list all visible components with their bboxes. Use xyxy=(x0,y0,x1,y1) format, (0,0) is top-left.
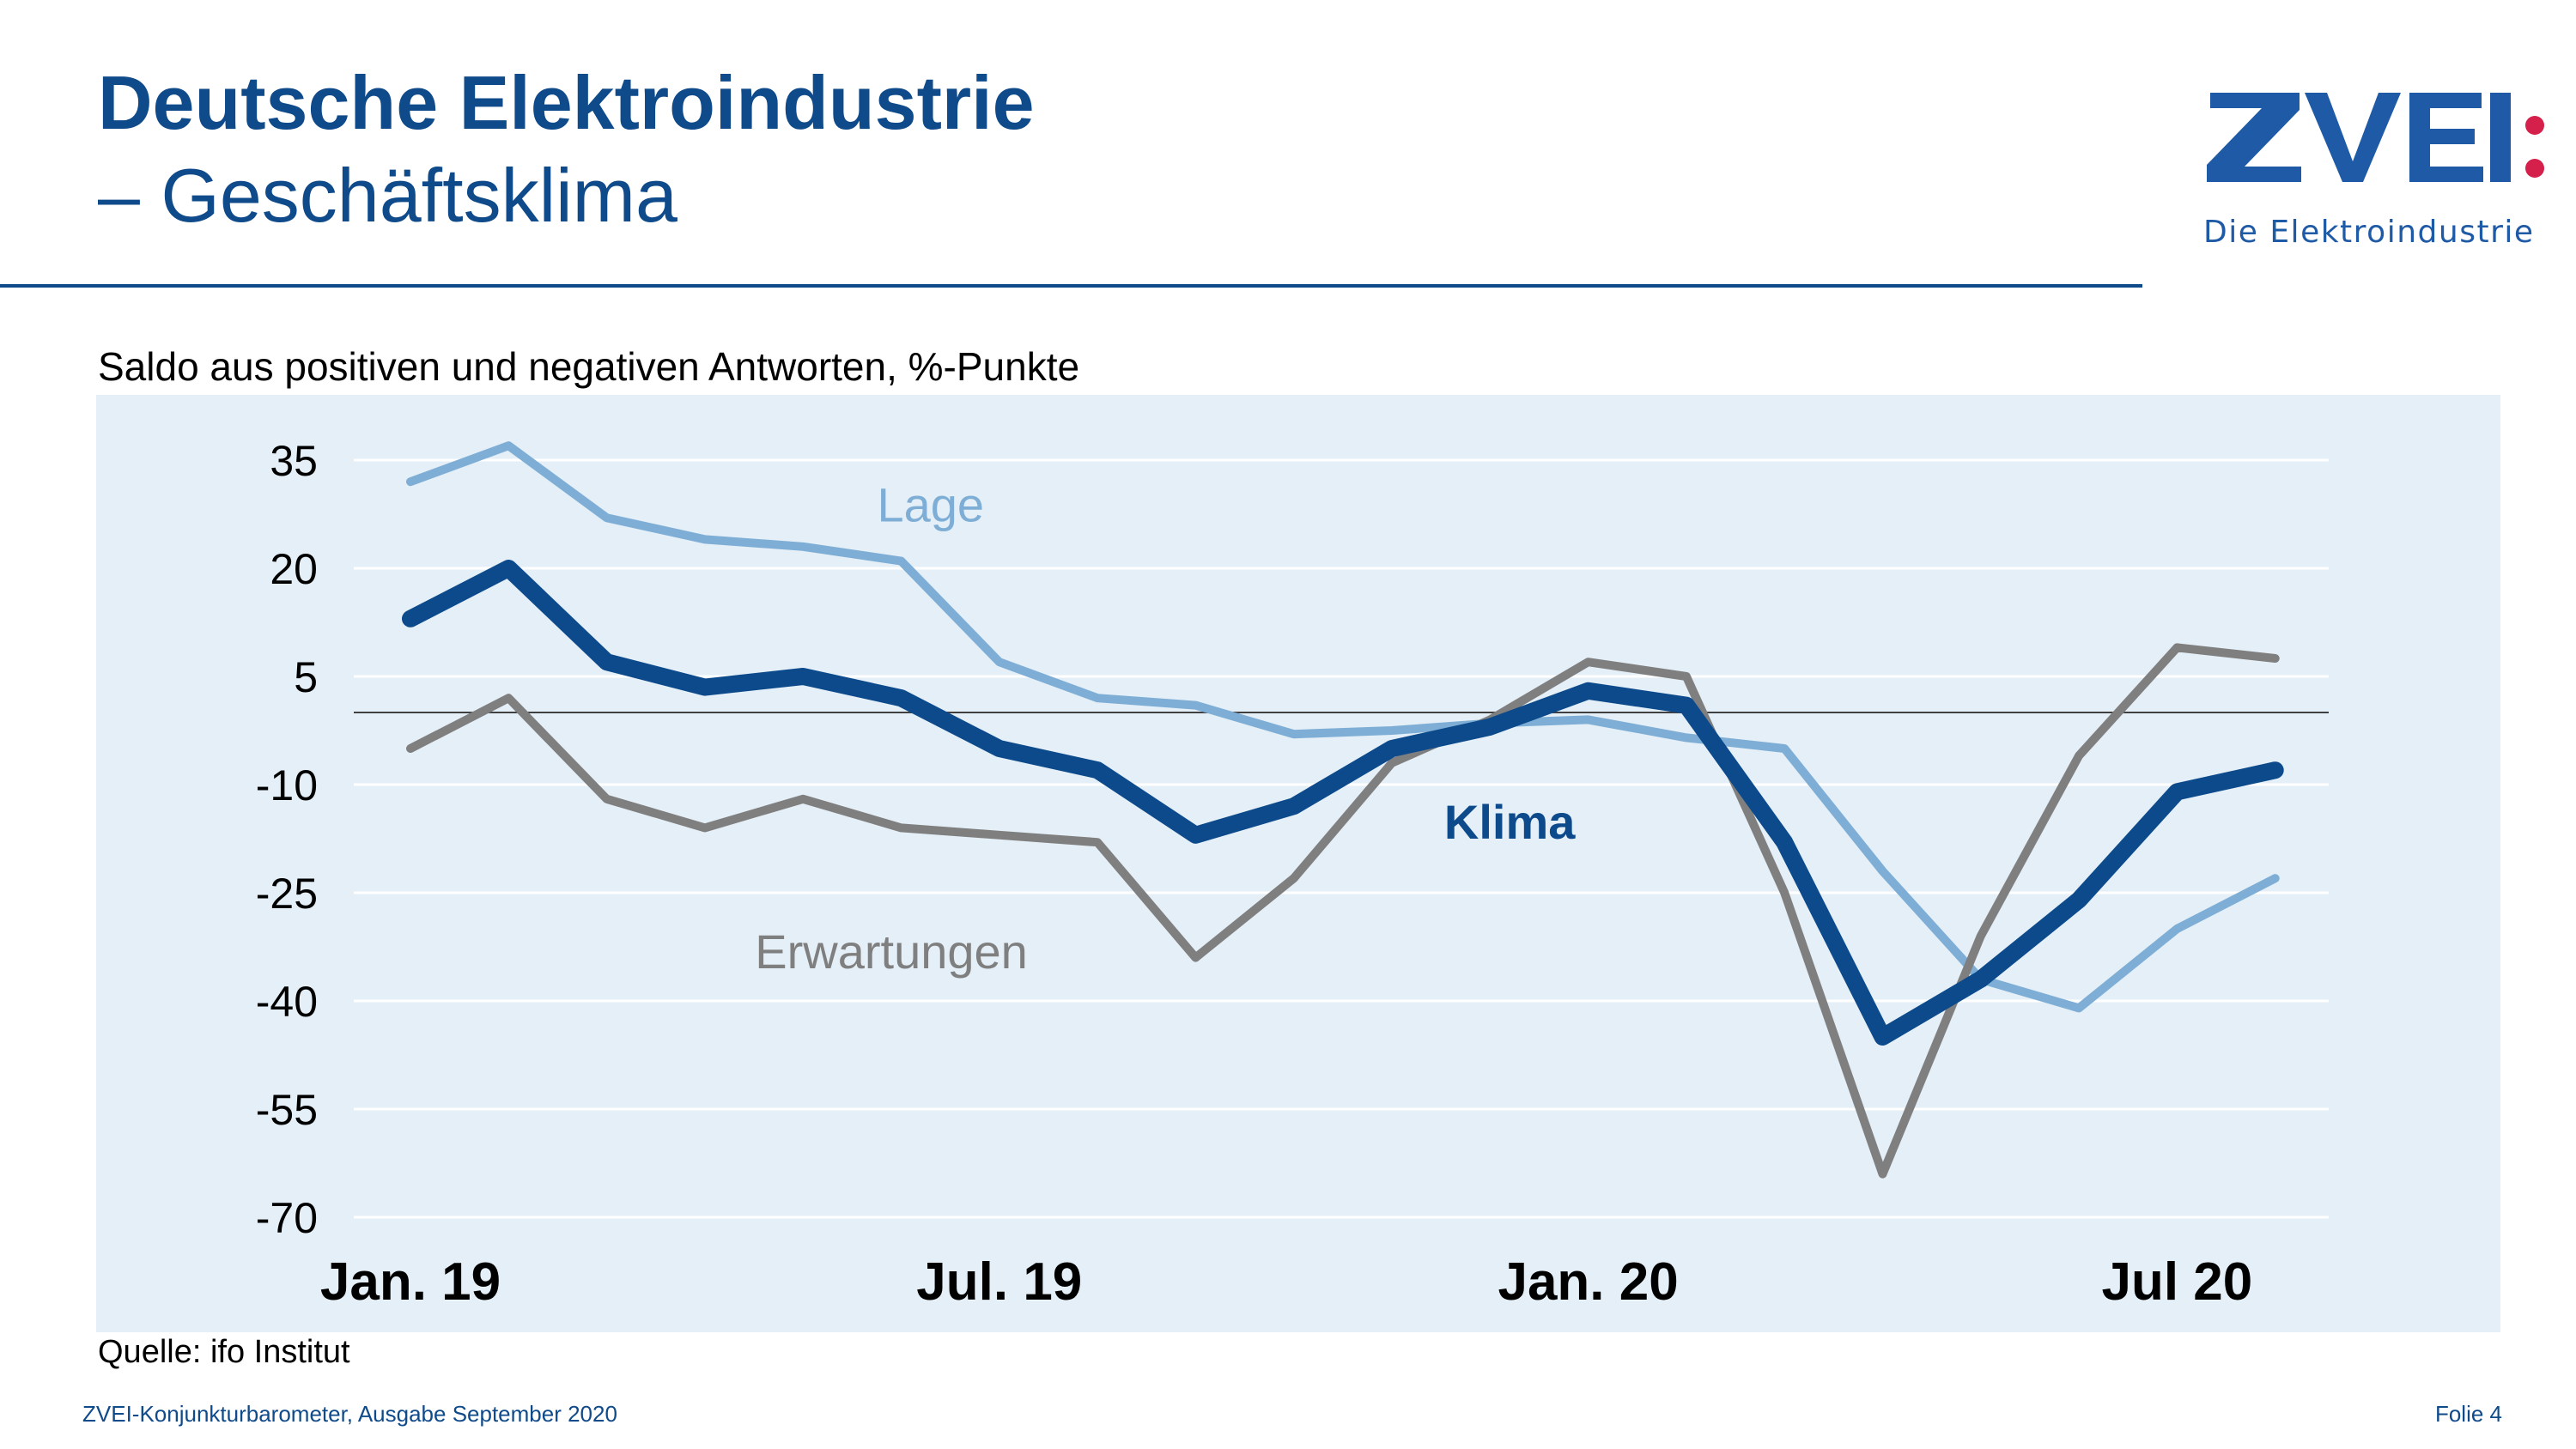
zvei-logo: Die Elektroindustrie xyxy=(2203,93,2544,250)
x-tick-label: Jul 20 xyxy=(2102,1252,2253,1312)
x-tick-label: Jul. 19 xyxy=(916,1252,1082,1312)
page-number: Folie 4 xyxy=(2434,1401,2502,1427)
y-tick-label: -40 xyxy=(256,978,318,1026)
series-label-erwartungen: Erwartungen xyxy=(755,925,1028,979)
series-line-lage xyxy=(406,441,2280,1013)
title-line-2: – Geschäftsklima xyxy=(98,153,677,238)
logo-tagline: Die Elektroindustrie xyxy=(2203,215,2535,250)
y-tick-label: -70 xyxy=(256,1194,318,1242)
x-tick-label: Jan. 20 xyxy=(1498,1252,1678,1312)
y-tick-label: -55 xyxy=(256,1086,318,1134)
y-tick-label: -25 xyxy=(256,870,318,918)
footer-text: ZVEI-Konjunkturbarometer, Ausgabe Septem… xyxy=(82,1401,617,1427)
series-line-erwartungen xyxy=(406,643,2280,1179)
y-tick-label: 35 xyxy=(270,437,318,485)
y-tick-label: -10 xyxy=(256,761,318,809)
series-line-klima xyxy=(402,560,2284,1046)
y-tick-label: 5 xyxy=(294,653,318,701)
y-tick-label: 20 xyxy=(270,545,318,593)
chart-subtitle: Saldo aus positiven und negativen Antwor… xyxy=(98,344,1080,389)
series-label-lage: Lage xyxy=(878,477,985,531)
source-note: Quelle: ifo Institut xyxy=(98,1334,350,1370)
header-divider xyxy=(0,284,2142,288)
x-tick-label: Jan. 19 xyxy=(320,1252,501,1312)
plot-area xyxy=(96,395,2500,1332)
series-label-klima: Klima xyxy=(1444,795,1576,849)
zvei-wordmark-icon xyxy=(2207,93,2544,182)
page-title: Deutsche Elektroindustrie – Geschäftskli… xyxy=(98,57,1035,242)
title-line-1: Deutsche Elektroindustrie xyxy=(98,60,1035,145)
